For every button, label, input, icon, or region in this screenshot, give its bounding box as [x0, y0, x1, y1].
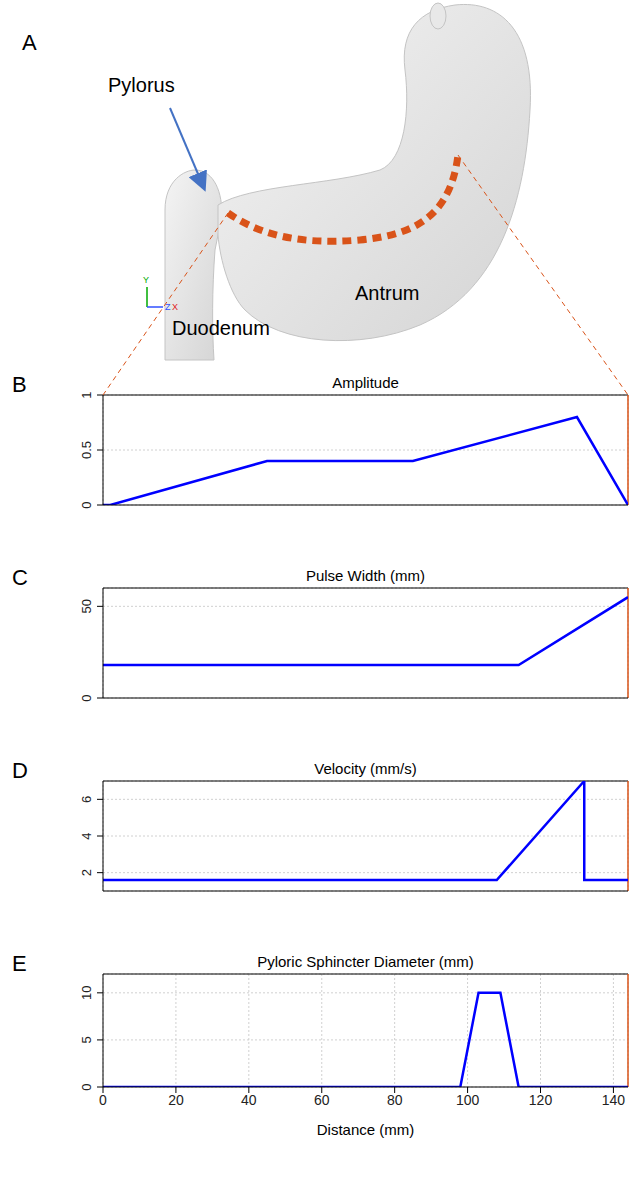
html-text:E: E — [12, 951, 27, 976]
svg-text:Distance (mm): Distance (mm) — [317, 1121, 415, 1138]
svg-text:20: 20 — [168, 1092, 184, 1108]
html-text:Pyloric Sphincter Diameter (mm: Pyloric Sphincter Diameter (mm) — [257, 953, 474, 970]
html-text:C: C — [12, 565, 28, 590]
svg-text:40: 40 — [241, 1092, 257, 1108]
svg-text:60: 60 — [314, 1092, 330, 1108]
svg-text:6: 6 — [79, 796, 94, 803]
svg-text:X: X — [172, 302, 178, 312]
svg-text:Y: Y — [143, 275, 149, 285]
svg-text:120: 120 — [529, 1092, 553, 1108]
svg-text:0.5: 0.5 — [79, 441, 94, 459]
html-text:Velocity (mm/s): Velocity (mm/s) — [314, 760, 417, 777]
svg-text:0: 0 — [79, 694, 94, 701]
svg-text:Antrum: Antrum — [355, 282, 419, 304]
html-text:D: D — [12, 758, 28, 783]
svg-text:0: 0 — [99, 1092, 107, 1108]
svg-text:140: 140 — [602, 1092, 626, 1108]
svg-text:Pylorus: Pylorus — [108, 74, 175, 96]
svg-text:5: 5 — [79, 1036, 94, 1043]
svg-text:50: 50 — [79, 599, 94, 613]
html-text:B: B — [12, 372, 27, 397]
svg-text:2: 2 — [79, 869, 94, 876]
svg-text:0: 0 — [79, 1083, 94, 1090]
svg-text:A: A — [22, 30, 37, 55]
svg-text:4: 4 — [79, 832, 94, 839]
svg-text:0: 0 — [79, 501, 94, 508]
svg-text:1: 1 — [79, 391, 94, 398]
html-text:Amplitude: Amplitude — [332, 374, 399, 391]
svg-text:10: 10 — [79, 986, 94, 1000]
svg-text:80: 80 — [387, 1092, 403, 1108]
html-text:Pulse Width (mm): Pulse Width (mm) — [305, 567, 426, 584]
svg-text:100: 100 — [456, 1092, 480, 1108]
svg-text:Z: Z — [165, 302, 171, 312]
svg-text:Duodenum: Duodenum — [172, 317, 270, 339]
